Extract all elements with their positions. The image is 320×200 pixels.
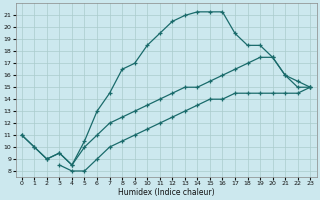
X-axis label: Humidex (Indice chaleur): Humidex (Indice chaleur) [118,188,214,197]
